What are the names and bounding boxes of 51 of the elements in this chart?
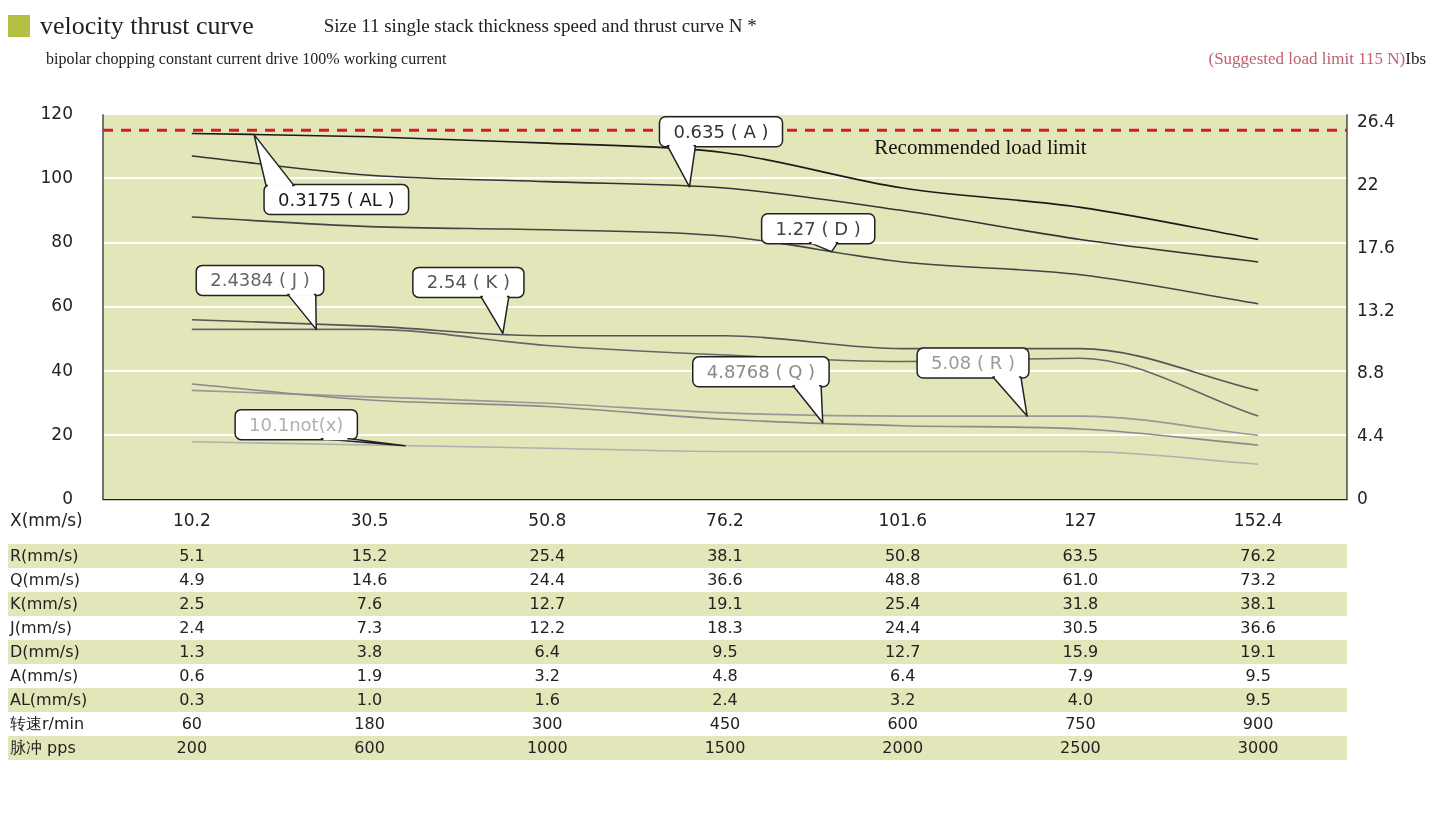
text: K(mm/s) 2.5 7.6 12.7 19.1 25.4 31.8 38.1 xyxy=(10,594,1276,613)
text: AL(mm/s) 0.3 1.0 1.6 2.4 3.2 4.0 9.5 xyxy=(10,690,1271,709)
chart-subtitle: Size 11 single stack thickness speed and thrust curve N * xyxy=(323,15,757,37)
text: R(mm/s) 5.1 15.2 25.4 38.1 50.8 63.5 76.2 xyxy=(10,546,1276,565)
y-tick-label: 0 xyxy=(62,488,73,509)
line-series xyxy=(191,155,1259,263)
chart-title: velocity thrust curve xyxy=(40,11,254,41)
y-tick-label: 80 xyxy=(51,231,73,252)
line-series xyxy=(191,216,1259,305)
text: D(mm/s) 1.3 3.8 6.4 9.5 12.7 15.9 19.1 xyxy=(10,642,1276,661)
x-tick-label: 10.2 xyxy=(172,510,211,531)
text: A(mm/s) 0.6 1.9 3.2 4.8 6.4 7.9 9.5 xyxy=(10,666,1271,685)
y2-tick-label: 8.8 xyxy=(1357,362,1385,383)
y2-tick-label: 13.2 xyxy=(1357,299,1395,320)
text: (Suggested load limit 115 N) xyxy=(1208,49,1406,69)
x-tick-label: 30.5 xyxy=(350,510,389,531)
text: J(mm/s) 2.4 7.3 12.2 18.3 24.4 30.5 36.6 xyxy=(10,618,1276,637)
text: 2.4384 ( J ) xyxy=(210,269,310,291)
text: bipolar chopping constant current drive 100% working current xyxy=(46,50,448,68)
text: 5.08 ( R ) xyxy=(931,352,1015,374)
line-series xyxy=(191,383,1259,446)
y-tick-label: 60 xyxy=(51,295,73,316)
line-series xyxy=(191,440,1259,466)
x-axis-title: X(mm/s) xyxy=(10,510,83,531)
y2-tick-label: 17.6 xyxy=(1357,236,1395,257)
x-tick-label: 76.2 xyxy=(706,510,744,531)
y2-tick-label: 26.4 xyxy=(1357,111,1395,132)
text: 0.635 ( A ) xyxy=(673,120,769,142)
y2-tick-label: 4.4 xyxy=(1357,425,1385,446)
x-tick-label: 101.6 xyxy=(878,510,928,531)
text: 0.3175 ( AL ) xyxy=(278,188,395,210)
ref-line-label: Recommended load limit xyxy=(874,135,1087,160)
y2-axis-title: Ibs xyxy=(1405,49,1426,69)
y-tick-label: 40 xyxy=(51,359,73,380)
y2-tick-label: 22 xyxy=(1357,173,1379,194)
text: 脉冲 pps 200 600 1000 1500 2000 2500 3000 xyxy=(10,738,1279,757)
x-tick-label: 152.4 xyxy=(1233,510,1283,531)
y-tick-label: 100 xyxy=(40,166,73,187)
line-series xyxy=(191,389,1259,437)
x-tick-label: 127 xyxy=(1064,510,1097,531)
text: 转速r/min 60 180 300 450 600 750 900 xyxy=(10,714,1274,733)
y-tick-label: 120 xyxy=(40,102,73,123)
series-label: 1.27 ( D ) xyxy=(775,217,861,239)
series-label: 10.1not(x) xyxy=(249,413,344,435)
y-tick-label: 20 xyxy=(51,423,73,444)
x-tick-label: 50.8 xyxy=(528,510,567,531)
line-series xyxy=(191,318,1259,392)
text: 2.54 ( K ) xyxy=(426,271,510,293)
text: Q(mm/s) 4.9 14.6 24.4 36.6 48.8 61.0 73.2 xyxy=(10,570,1276,589)
y2-tick-label: 0 xyxy=(1357,488,1368,509)
text: 4.8768 ( Q ) xyxy=(706,360,816,382)
